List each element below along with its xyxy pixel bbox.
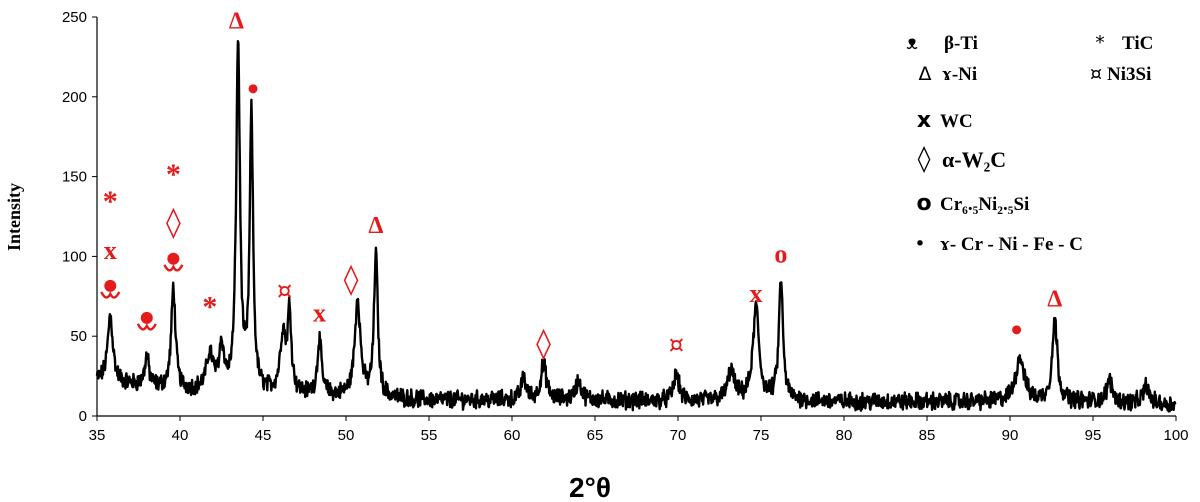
series-line (95, 40, 1177, 413)
annotation-label: * (202, 290, 217, 323)
x-tick-label: 65 (587, 427, 604, 444)
annotation-label: o (774, 239, 787, 268)
x-tick-label: 50 (338, 427, 355, 444)
y-tick-label: 150 (62, 169, 87, 186)
x-tick-label: 35 (89, 427, 106, 444)
annotation-label: * (166, 158, 181, 191)
x-tick-label: 100 (1163, 427, 1188, 444)
legend-item-ni3si: ¤ Ni3Si (1090, 63, 1151, 85)
y-tick-label: 250 (62, 9, 87, 26)
annotation-label: x (750, 279, 763, 308)
y-tick-label: 0 (79, 408, 87, 425)
annotation-beta-ti (163, 252, 184, 272)
annotation-beta-ti (136, 311, 157, 331)
peak-annotations: *x*◊*Δ¤x◊Δ◊ ¤xoΔ (100, 9, 1062, 361)
annotation-label: ¤ (277, 276, 292, 304)
legend-label: ɤ- Cr - Ni - Fe - C (940, 234, 1083, 255)
x-tick-label: 85 (919, 427, 936, 444)
annotation-label: ¤ (669, 331, 684, 359)
x-tick-label: 40 (172, 427, 189, 444)
legend-symbol: ᴥ (906, 32, 918, 54)
legend-symbol: • (914, 233, 925, 255)
legend: ᴥ β-Ti * TiC Δ ɤ-Ni ¤ Ni3Si x WC ◊ α-W₂C… (906, 32, 1153, 255)
annotation-beta-tail (100, 291, 121, 299)
x-tick-label: 70 (670, 427, 687, 444)
x-tick-label: 75 (753, 427, 770, 444)
legend-item-tic: * TiC (1095, 32, 1153, 54)
legend-item-cr-ni-si: o Cr₆.₅Ni₂.₅Si (916, 191, 1029, 216)
legend-symbol: Δ (919, 63, 932, 85)
y-tick-label: 100 (62, 248, 87, 265)
axes (96, 17, 1176, 417)
legend-item-alpha-w2c: ◊ α-W₂C (918, 144, 1007, 174)
legend-label: Cr₆.₅Ni₂.₅Si (940, 194, 1029, 215)
annotation-beta-head (140, 311, 153, 324)
annotation-label: x (313, 298, 326, 327)
annotation-dot (1012, 325, 1022, 335)
annotation-label: Δ (1047, 286, 1062, 312)
legend-item-gamma-ni: Δ ɤ-Ni (919, 63, 978, 85)
x-ticks: 35 40 45 50 55 60 65 70 75 80 85 90 95 100 (89, 416, 1189, 444)
x-tick-label: 90 (1002, 427, 1019, 444)
annotation-label: Δ (368, 213, 383, 239)
x-tick-label: 55 (421, 427, 438, 444)
x-tick-label: 60 (504, 427, 521, 444)
annotation-beta-ti (100, 279, 121, 299)
legend-label: β-Ti (944, 33, 978, 54)
legend-item-beta-ti: ᴥ β-Ti (906, 32, 978, 54)
y-ticks: 0 50 100 150 200 250 (62, 9, 97, 425)
x-tick-label: 80 (836, 427, 853, 444)
annotation-label: ◊ (344, 262, 359, 297)
legend-symbol: o (916, 191, 931, 216)
y-tick-label: 50 (70, 328, 87, 345)
legend-item-wc: x WC (917, 108, 973, 133)
legend-label: ɤ-Ni (942, 64, 977, 85)
x-axis-title: 2°θ (569, 472, 611, 502)
legend-label: WC (940, 111, 973, 132)
legend-item-gamma-cr-ni-fe-c: • ɤ- Cr - Ni - Fe - C (914, 233, 1083, 255)
legend-symbol: x (917, 108, 931, 133)
legend-symbol: ¤ (1090, 63, 1102, 85)
y-tick-label: 200 (62, 89, 87, 106)
annotation-label: x (104, 236, 117, 265)
legend-label: Ni3Si (1107, 64, 1151, 85)
annotation-beta-tail (136, 323, 157, 331)
annotation-label: Δ (229, 9, 244, 35)
x-tick-label: 95 (1085, 427, 1102, 444)
legend-symbol: ◊ (918, 144, 931, 174)
annotation-beta-head (104, 279, 117, 292)
legend-label: α-W₂C (942, 147, 1006, 172)
annotation-label: ◊ (166, 205, 181, 240)
y-axis-title: Intensity (4, 183, 24, 251)
annotation-label: * (103, 185, 118, 218)
annotation-beta-head (167, 252, 180, 265)
legend-symbol: * (1095, 32, 1105, 54)
annotation-label: ◊ (536, 326, 551, 361)
annotation-dot (248, 84, 258, 94)
annotation-beta-tail (163, 264, 184, 272)
legend-label: TiC (1122, 33, 1153, 54)
x-tick-label: 45 (255, 427, 272, 444)
